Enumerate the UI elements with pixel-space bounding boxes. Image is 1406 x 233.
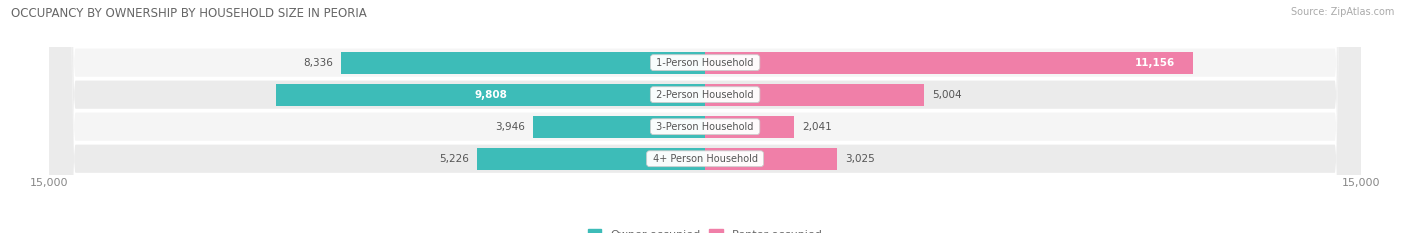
- Bar: [276, 84, 706, 106]
- Text: 3,025: 3,025: [845, 154, 875, 164]
- Text: 3,946: 3,946: [495, 122, 524, 132]
- Text: OCCUPANCY BY OWNERSHIP BY HOUSEHOLD SIZE IN PEORIA: OCCUPANCY BY OWNERSHIP BY HOUSEHOLD SIZE…: [11, 7, 367, 20]
- Text: 3-Person Household: 3-Person Household: [654, 122, 756, 132]
- Text: 11,156: 11,156: [1135, 58, 1175, 68]
- FancyBboxPatch shape: [49, 0, 1361, 233]
- Text: Source: ZipAtlas.com: Source: ZipAtlas.com: [1291, 7, 1395, 17]
- Bar: [706, 84, 924, 106]
- Text: 2,041: 2,041: [803, 122, 832, 132]
- Text: 2-Person Household: 2-Person Household: [654, 90, 756, 100]
- Text: 9,808: 9,808: [474, 90, 508, 100]
- FancyBboxPatch shape: [49, 0, 1361, 233]
- Legend: Owner-occupied, Renter-occupied: Owner-occupied, Renter-occupied: [588, 230, 823, 233]
- Bar: [533, 116, 706, 137]
- Bar: [706, 116, 794, 137]
- Bar: [340, 52, 706, 73]
- Text: 5,226: 5,226: [439, 154, 468, 164]
- Bar: [706, 52, 1192, 73]
- FancyBboxPatch shape: [49, 0, 1361, 233]
- Text: 8,336: 8,336: [302, 58, 333, 68]
- Text: 4+ Person Household: 4+ Person Household: [650, 154, 761, 164]
- Bar: [477, 148, 706, 170]
- Text: 5,004: 5,004: [932, 90, 962, 100]
- FancyBboxPatch shape: [49, 0, 1361, 233]
- Text: 1-Person Household: 1-Person Household: [654, 58, 756, 68]
- Bar: [706, 148, 838, 170]
